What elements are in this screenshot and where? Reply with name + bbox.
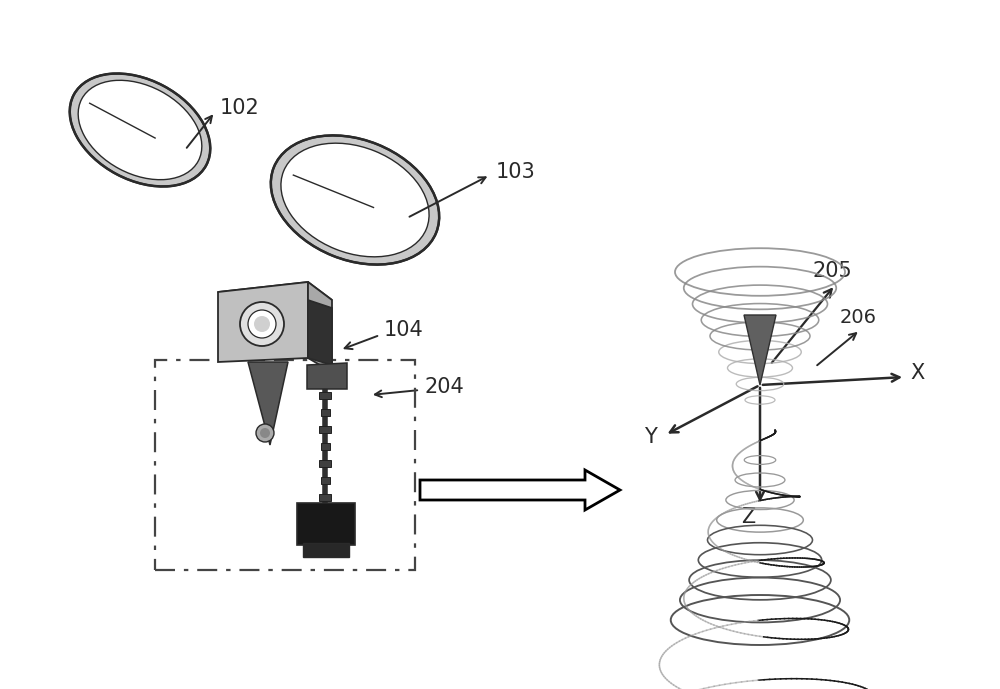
Circle shape xyxy=(256,424,274,442)
Ellipse shape xyxy=(83,85,188,169)
Bar xyxy=(297,503,355,545)
Polygon shape xyxy=(420,470,620,510)
Text: 102: 102 xyxy=(220,98,260,118)
Polygon shape xyxy=(248,362,288,445)
Text: X: X xyxy=(910,363,924,383)
Circle shape xyxy=(248,310,276,338)
Polygon shape xyxy=(744,315,776,385)
Polygon shape xyxy=(218,282,308,362)
Ellipse shape xyxy=(78,81,202,180)
Text: 204: 204 xyxy=(424,377,464,397)
Text: 206: 206 xyxy=(840,307,876,327)
Text: Y: Y xyxy=(644,427,656,447)
Bar xyxy=(321,477,330,484)
Ellipse shape xyxy=(271,136,439,265)
Circle shape xyxy=(240,302,284,346)
Bar xyxy=(319,494,331,501)
Text: 104: 104 xyxy=(384,320,424,340)
Bar xyxy=(321,409,330,416)
Bar xyxy=(155,360,415,570)
Bar xyxy=(303,543,349,557)
Text: 205: 205 xyxy=(812,261,852,281)
Ellipse shape xyxy=(70,74,210,187)
Circle shape xyxy=(254,316,270,332)
Polygon shape xyxy=(218,282,332,310)
Ellipse shape xyxy=(281,143,429,257)
Polygon shape xyxy=(308,282,332,372)
Circle shape xyxy=(260,428,270,438)
Text: Z: Z xyxy=(741,507,755,527)
Polygon shape xyxy=(307,363,347,389)
Bar xyxy=(319,392,331,399)
Ellipse shape xyxy=(287,148,413,245)
Polygon shape xyxy=(308,300,332,365)
Bar xyxy=(319,460,331,467)
Text: 103: 103 xyxy=(496,162,536,182)
Bar xyxy=(321,443,330,450)
Bar xyxy=(319,426,331,433)
